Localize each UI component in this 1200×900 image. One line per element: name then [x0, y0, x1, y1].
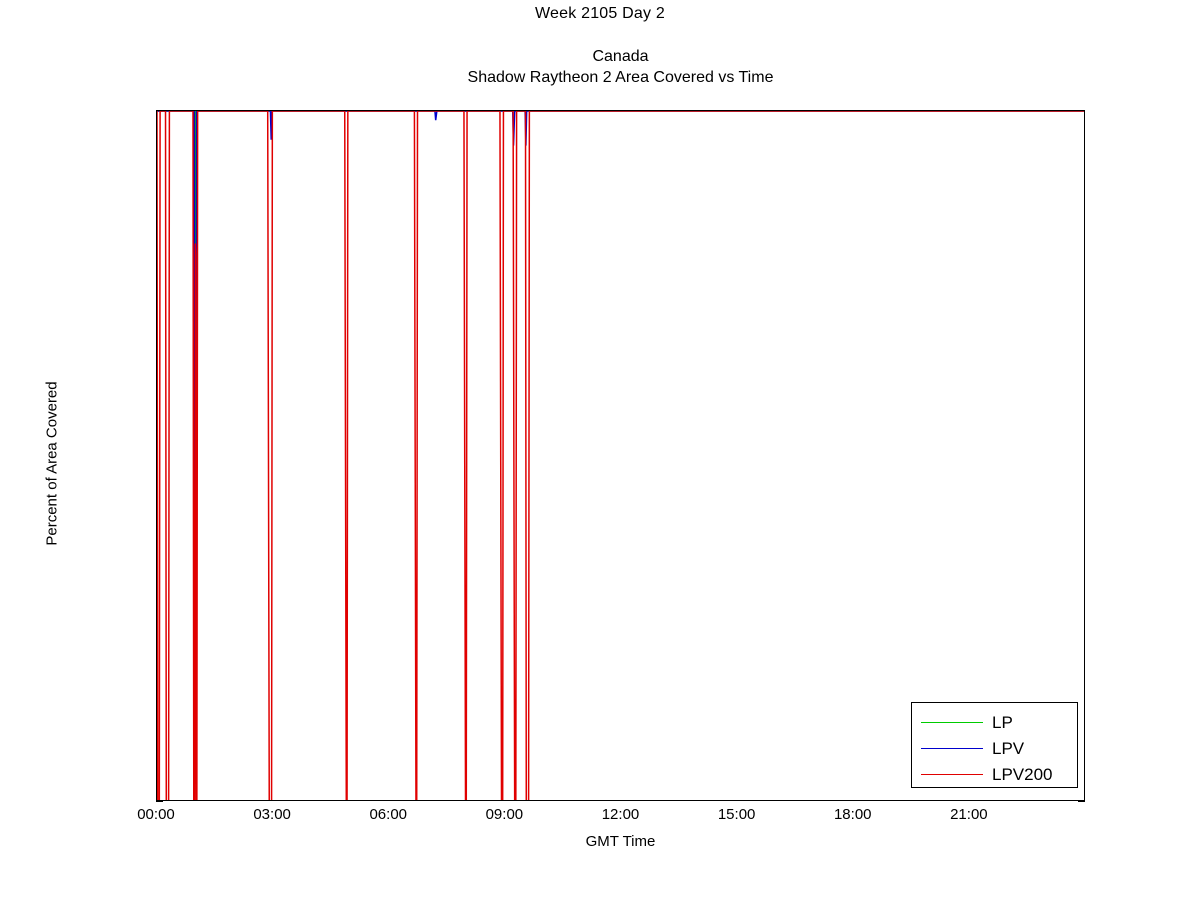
figure-suptitle: Week 2105 Day 2 — [535, 5, 665, 22]
plot-area — [156, 110, 1085, 801]
legend-swatch-icon — [921, 747, 983, 749]
y-axis-label: Percent of Area Covered — [43, 381, 61, 546]
legend-swatch-icon — [921, 721, 983, 723]
legend-label: LP — [992, 712, 1013, 732]
legend-swatch-icon — [921, 773, 983, 775]
x-tick-label: 03:00 — [253, 806, 291, 823]
x-tick-label: 18:00 — [833, 806, 872, 823]
x-axis-label: GMT Time — [585, 833, 656, 850]
y-tick-mark — [1078, 801, 1085, 802]
x-tick-label: 12:00 — [601, 806, 640, 823]
series-line-lpv — [157, 111, 1085, 695]
chart-title-line-1: Canada — [592, 48, 649, 65]
legend-item-lpv200[interactable]: LPV200 — [912, 761, 1077, 787]
legend-item-lp[interactable]: LP — [912, 709, 1077, 735]
legend-label: LPV200 — [992, 764, 1053, 784]
chart-title-line-2: Shadow Raytheon 2 Area Covered vs Time — [467, 69, 774, 86]
legend-box: LP LPV LPV200 — [911, 702, 1078, 788]
x-tick-label: 21:00 — [950, 806, 988, 823]
x-tick-label: 09:00 — [485, 806, 524, 823]
x-tick-label: 00:00 — [137, 806, 175, 823]
chart-title: Canada Shadow Raytheon 2 Area Covered vs… — [156, 46, 1085, 88]
legend-item-lpv[interactable]: LPV — [912, 735, 1077, 761]
legend-label: LPV — [992, 738, 1025, 758]
y-tick-mark — [156, 801, 163, 802]
series-line-lpv200 — [157, 111, 1085, 801]
x-tick-label: 15:00 — [717, 806, 756, 823]
series-canvas — [157, 111, 1085, 801]
x-tick-label: 06:00 — [369, 806, 408, 823]
series-line-lp — [157, 111, 1085, 583]
